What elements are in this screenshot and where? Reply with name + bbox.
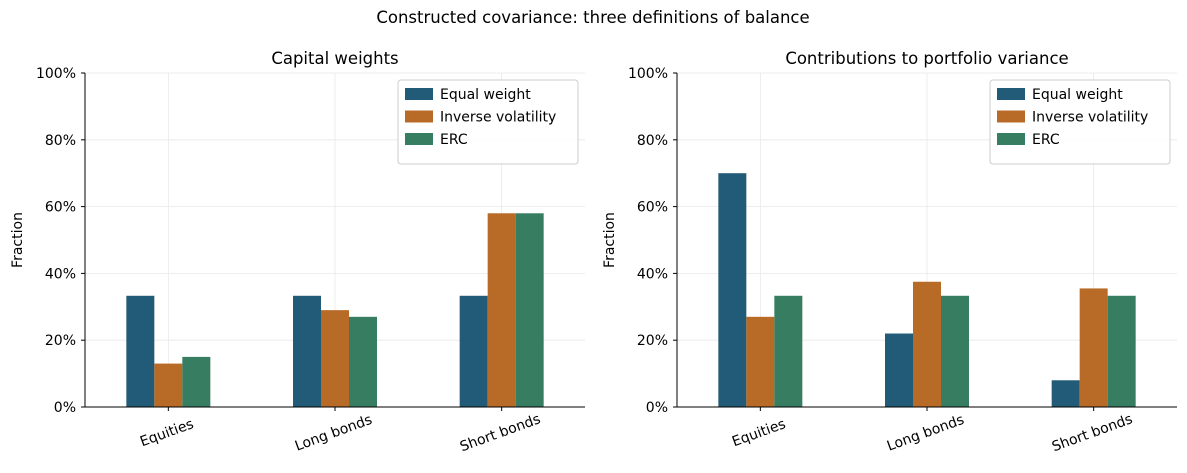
bar-erc-long-bonds [941,295,969,407]
chart-title: Capital weights [271,49,398,68]
legend: Equal weight Inverse volatility ERC [989,79,1171,165]
bar-equal-weight-short-bonds [1051,380,1080,407]
legend-swatch-equal-weight [405,88,433,100]
y-tick-label: 0% [646,400,668,416]
legend-label-equal-weight: Equal weight [1032,87,1123,103]
y-tick-label: 100% [628,66,668,82]
bar-erc-long-bonds [349,316,377,407]
x-tick-label-long-bonds: Long bonds [293,412,374,455]
y-axis-label: Fraction [10,212,26,268]
y-tick-label: 60% [45,200,76,216]
y-tick-label: 40% [45,266,76,282]
y-tick-label: 20% [45,333,76,349]
legend-swatch-equal-weight [997,88,1025,100]
legend-label-inverse-volatility: Inverse volatility [440,110,556,126]
y-axis-label: Fraction [602,212,618,268]
x-tick-label-long-bonds: Long bonds [885,412,966,455]
bar-inverse-volatility-short-bonds [487,213,516,407]
x-tick-label-short-bonds: Short bonds [458,411,543,455]
legend-frame [989,79,1171,165]
y-tick-label: 100% [36,66,76,82]
legend-frame [397,79,579,165]
bar-equal-weight-long-bonds [885,333,913,407]
bar-erc-equities [774,295,803,407]
bar-inverse-volatility-equities [154,363,183,407]
bar-inverse-volatility-long-bonds [321,310,349,407]
chart-panel-capital-weights: 0% 20% 40% 60% 80% 100% Equities Long bonds Shor… [10,49,585,455]
y-tick-label: 0% [54,400,76,416]
chart-title: Contributions to portfolio variance [785,49,1068,68]
legend-label-inverse-volatility: Inverse volatility [1032,110,1148,126]
x-tick-label-equities: Equities [730,416,788,450]
legend-swatch-erc [997,133,1025,145]
chart-panel-variance-contributions: 0% 20% 40% 60% 80% 100% Equities Long bonds Shor… [602,49,1177,455]
figure-suptitle: Constructed covariance: three definition… [376,8,809,27]
bar-erc-short-bonds [1107,295,1136,407]
legend-swatch-erc [405,133,433,145]
bar-equal-weight-short-bonds [459,295,488,407]
legend-swatch-inverse-volatility [997,110,1025,123]
legend-swatch-inverse-volatility [405,110,433,123]
y-tick-label: 80% [637,133,668,149]
x-tick-label-short-bonds: Short bonds [1050,411,1135,455]
bar-inverse-volatility-short-bonds [1079,288,1108,407]
legend-label-erc: ERC [1032,132,1060,148]
bar-equal-weight-equities [718,173,747,407]
bar-erc-equities [182,356,211,407]
legend-label-erc: ERC [440,132,468,148]
y-tick-label: 60% [637,200,668,216]
legend: Equal weight Inverse volatility ERC [397,79,579,165]
bar-erc-short-bonds [515,213,544,407]
bar-equal-weight-equities [126,295,155,407]
legend-label-equal-weight: Equal weight [440,87,531,103]
bar-inverse-volatility-equities [746,316,775,407]
y-tick-label: 40% [637,266,668,282]
bar-equal-weight-long-bonds [293,295,321,407]
x-tick-label-equities: Equities [138,416,196,450]
y-tick-label: 20% [637,333,668,349]
bar-inverse-volatility-long-bonds [913,281,941,407]
y-tick-label: 80% [45,133,76,149]
